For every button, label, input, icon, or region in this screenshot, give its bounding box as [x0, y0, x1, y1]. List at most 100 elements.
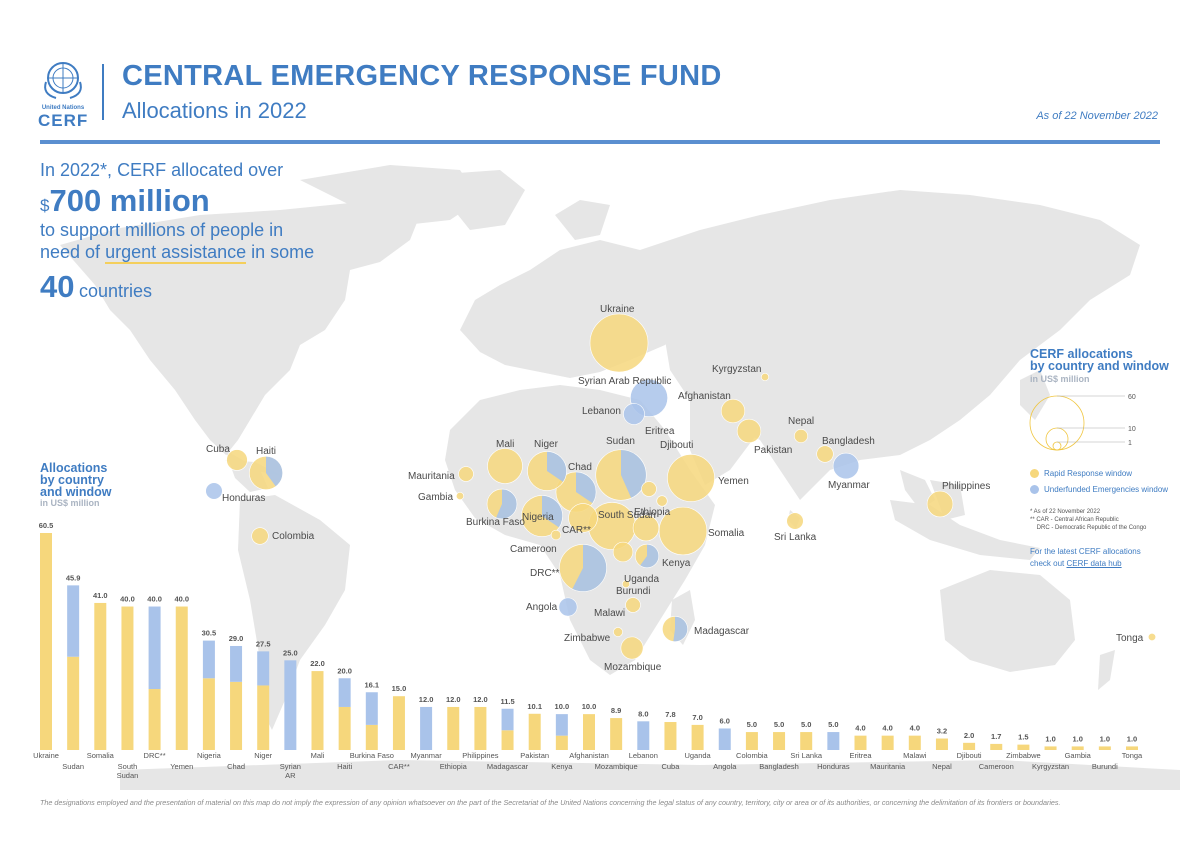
bar-ufe-11: [338, 678, 351, 707]
map-label-ukraine: Ukraine: [600, 304, 635, 315]
bubble-mali: [487, 448, 523, 484]
bar-rr-35: [990, 743, 1003, 750]
bar-value-30: 4.0: [855, 724, 865, 733]
bar-rr-24: [691, 724, 704, 750]
bar-value-21: 8.9: [611, 706, 621, 715]
bubble-djibouti: [656, 495, 668, 507]
bubble-haiti: [249, 456, 283, 490]
legend-item-underfunded: Underfunded Emergencies window: [1030, 485, 1168, 495]
bubble-pakistan: [736, 418, 762, 444]
map-label-niger: Niger: [534, 439, 559, 450]
bar-value-1: 45.9: [66, 573, 81, 582]
intro-line-4a: need of: [40, 242, 106, 262]
bar-label-17: Madagascar: [487, 762, 529, 771]
bubble-cuba: [226, 449, 248, 471]
bar-label-8: Niger: [254, 751, 272, 760]
bar-label-40: Tonga: [1122, 751, 1143, 760]
bar-ufe-1: [67, 585, 80, 657]
intro-block: In 2022*, CERF allocated over $700 milli…: [40, 160, 314, 305]
bar-value-10: 22.0: [310, 659, 325, 668]
map-label-drc: DRC**: [530, 568, 560, 579]
bar-rr-18: [528, 713, 541, 750]
map-label-gambia: Gambia: [418, 492, 453, 503]
bar-ufe-6: [202, 640, 215, 679]
bar-ufe-22: [637, 721, 650, 750]
bar-label-4: DRC**: [144, 751, 166, 760]
bar-value-18: 10.1: [527, 702, 542, 711]
map-legend-title-line1: CERF allocations: [1030, 347, 1133, 361]
map-label-cameroon: Cameroon: [510, 544, 557, 555]
bubble-eritrea: [641, 481, 657, 497]
bar-ufe-4: [148, 606, 161, 690]
bar-value-2: 41.0: [93, 591, 108, 600]
map-label-mali: Mali: [496, 439, 514, 450]
bar-label-6: Nigeria: [197, 751, 222, 760]
map-label-south-sudan: South Sudan: [598, 510, 656, 521]
bar-label-31: Mauritania: [870, 762, 906, 771]
bar-ufe-9: [284, 660, 297, 750]
bar-label-35: Cameroon: [979, 762, 1014, 771]
bubble-mauritania: [458, 466, 474, 482]
bar-label-1: Sudan: [62, 762, 84, 771]
bubble-myanmar: [832, 452, 860, 480]
bar-chart-title: Allocations by country and window: [40, 462, 112, 499]
header-rule: [40, 140, 1160, 144]
bar-label-33: Nepal: [932, 762, 952, 771]
bar-label-16: Philippines: [462, 751, 499, 760]
un-cerf-logo: United Nations CERF: [38, 60, 88, 130]
bar-ufe-12: [365, 692, 378, 725]
bubble-honduras: [205, 482, 223, 500]
bar-value-6: 30.5: [202, 629, 217, 638]
bubble-zimbabwe: [613, 627, 623, 637]
bubble-angola: [558, 597, 578, 617]
bar-value-7: 29.0: [229, 634, 244, 643]
bar-value-17: 11.5: [500, 697, 514, 706]
bar-rr-34: [963, 742, 976, 750]
bar-rr-5: [175, 606, 188, 750]
bubble-burundi: [621, 579, 631, 589]
cerf-data-hub-link[interactable]: CERF data hub: [1066, 559, 1122, 568]
bubble-niger: [527, 451, 567, 491]
bar-value-14: 12.0: [419, 695, 434, 704]
bar-rr-11: [338, 706, 351, 750]
bar-title-line3: and window: [40, 485, 112, 499]
bubble-ukraine: [589, 313, 649, 373]
bar-rr-33: [935, 738, 948, 750]
bubble-yemen: [667, 454, 715, 502]
scale-circle-10: [1045, 427, 1069, 451]
bubble-burkina-faso: [486, 488, 518, 520]
bar-value-28: 5.0: [801, 720, 811, 729]
rapid-response-swatch: [1030, 469, 1039, 479]
world-map: Ukraine Kyrgyzstan Syrian Arab Republic …: [60, 165, 1180, 790]
bar-value-33: 3.2: [937, 727, 947, 736]
map-label-cuba: Cuba: [206, 444, 230, 455]
bar-value-9: 25.0: [283, 648, 298, 657]
bubble-somalia: [658, 506, 708, 556]
map-labels: Ukraine Kyrgyzstan Syrian Arab Republic …: [206, 304, 1144, 673]
bar-chart: 60.5 Ukraine 45.9 Sudan 41.0 Somalia 40.0 South…: [33, 521, 1143, 780]
intro-amount: $700 million: [40, 183, 314, 219]
intro-line-4: need of urgent assistance in some: [40, 241, 314, 264]
bubble-kenya: [634, 543, 660, 569]
bar-value-35: 1.7: [991, 732, 1001, 741]
bubble-madagascar: [662, 616, 688, 642]
map-label-lebanon: Lebanon: [582, 406, 621, 417]
footnotes: * As of 22 November 2022 ** CAR - Centra…: [1030, 508, 1146, 532]
bar-rr-37: [1044, 746, 1057, 750]
bubble-cameroon: [550, 529, 562, 541]
bar-rr-31: [881, 735, 894, 750]
map-label-yemen: Yemen: [718, 476, 749, 487]
bar-value-32: 4.0: [910, 724, 920, 733]
map-label-kenya: Kenya: [662, 558, 691, 569]
bar-rr-13: [392, 696, 405, 750]
bar-rr-40: [1126, 746, 1138, 750]
bar-rr-16: [474, 706, 487, 750]
bar-label-12: Burkina Faso: [350, 751, 394, 760]
bar-title-line2: by country: [40, 473, 104, 487]
bubble-mozambique: [620, 636, 644, 660]
bar-value-13: 15.0: [392, 684, 407, 693]
bar-value-11: 20.0: [337, 666, 352, 675]
underfunded-swatch: [1030, 485, 1039, 495]
bar-rr-3: [121, 606, 134, 750]
legend-item-rapid-response: Rapid Response window: [1030, 469, 1132, 479]
